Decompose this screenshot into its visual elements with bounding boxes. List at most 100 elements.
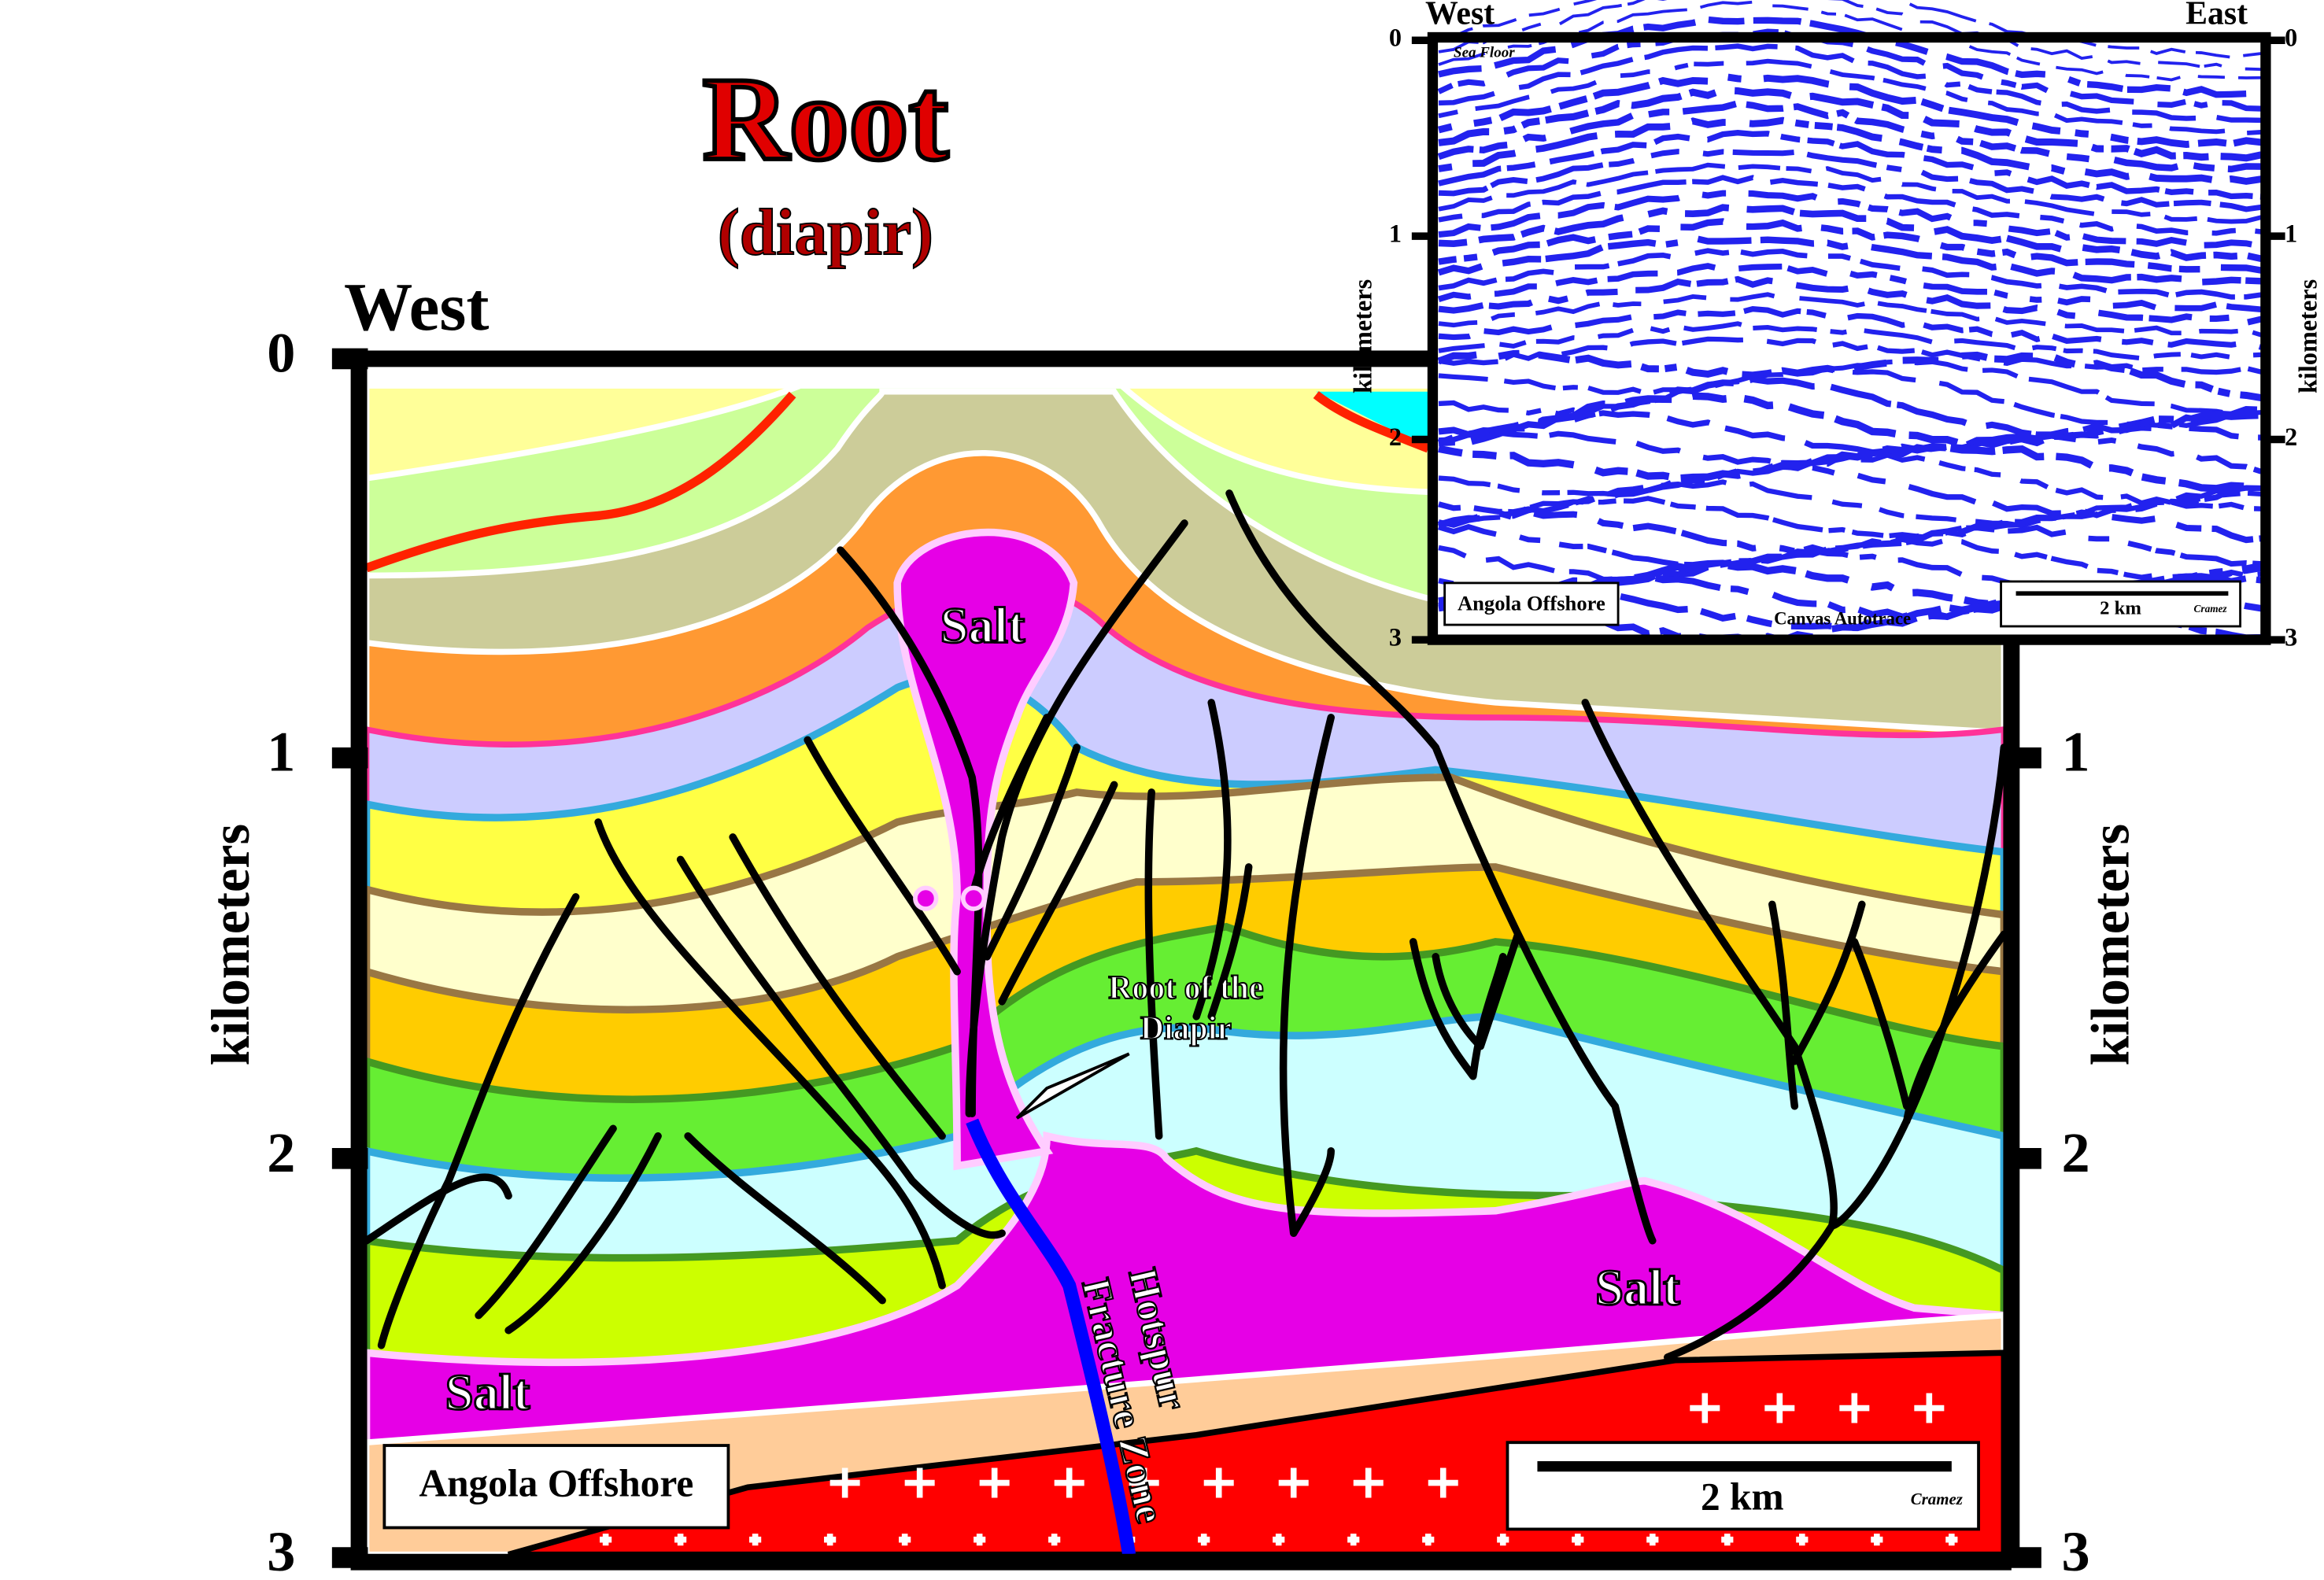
fault xyxy=(1903,930,2008,1125)
fault xyxy=(729,833,946,1140)
trace xyxy=(1438,392,2262,449)
trace xyxy=(1438,16,2262,98)
trace xyxy=(1437,349,2262,401)
axis-label: kilometers xyxy=(2081,824,2141,1066)
inset-credit: Cramez xyxy=(2194,603,2228,615)
plus xyxy=(600,1534,612,1546)
trace xyxy=(1438,116,2262,185)
plus xyxy=(1048,1534,1061,1546)
trace xyxy=(1438,292,2263,338)
arrow xyxy=(1015,1052,1130,1120)
west-label: West xyxy=(344,268,489,345)
trace xyxy=(1438,443,2262,493)
fault xyxy=(377,893,580,1349)
tick-label: 3 xyxy=(267,1520,295,1580)
plus xyxy=(974,1534,986,1546)
trace xyxy=(1438,0,2262,82)
trace xyxy=(1438,86,2263,162)
plus xyxy=(904,1467,935,1498)
seismic-inset: West East Sea Floor Angola Offshore Canv… xyxy=(1348,0,2322,645)
plus xyxy=(1945,1534,1958,1546)
trace xyxy=(1438,204,2263,263)
plus xyxy=(824,1534,837,1546)
fault xyxy=(475,1124,617,1320)
trace xyxy=(1438,452,2262,506)
trace xyxy=(1438,149,2262,212)
inset-tick-label: 2 xyxy=(2285,423,2297,451)
fault xyxy=(684,1132,886,1305)
plus xyxy=(1839,1393,1870,1423)
trace xyxy=(1438,175,2262,236)
trace xyxy=(1438,43,2262,124)
plus xyxy=(1278,1467,1309,1498)
tick-label: 0 xyxy=(267,322,295,385)
inset-tick-label: 0 xyxy=(1389,24,1402,52)
inset-tick-label: 1 xyxy=(2285,220,2297,248)
plus xyxy=(829,1467,860,1498)
location-box xyxy=(382,1444,730,1530)
fault xyxy=(1225,489,1657,1245)
plus xyxy=(1871,1534,1883,1546)
trace xyxy=(1438,58,2262,135)
fault xyxy=(965,519,1188,1118)
root-label: Diapir xyxy=(1140,1010,1232,1047)
inset-axis-label: kilometers xyxy=(2293,279,2322,393)
plus xyxy=(1203,1467,1234,1498)
plus xyxy=(1353,1467,1384,1498)
fault xyxy=(1144,788,1163,1140)
plus xyxy=(1054,1467,1084,1498)
fault xyxy=(983,744,1081,961)
fault xyxy=(1207,863,1253,1021)
subtitle: (diapir) xyxy=(718,197,933,269)
trace xyxy=(1437,100,2262,173)
fault xyxy=(1828,744,2008,1230)
plus xyxy=(1796,1534,1809,1546)
scale-box xyxy=(1506,1441,1980,1531)
trace xyxy=(1438,359,2262,417)
salt-label: Salt xyxy=(940,597,1025,654)
inset-west: West xyxy=(1425,0,1495,31)
inset-axis-label: kilometers xyxy=(1348,279,1376,393)
plus xyxy=(1721,1534,1734,1546)
fault xyxy=(1768,900,1799,1110)
horizon xyxy=(1313,391,1430,453)
salt-label: Salt xyxy=(1595,1259,1680,1316)
trace xyxy=(1437,410,2262,456)
trace xyxy=(1438,306,2263,350)
inset-tick-label: 3 xyxy=(2285,622,2297,651)
trace xyxy=(1438,248,2262,300)
plus xyxy=(899,1534,911,1546)
inset-method: Canvas Autotrace xyxy=(1774,609,1911,629)
trace xyxy=(1438,275,2263,327)
inset-tick-label: 0 xyxy=(2285,24,2297,52)
trace xyxy=(1438,537,2262,583)
fault xyxy=(1409,938,1507,1080)
trace xyxy=(1438,496,2262,541)
trace xyxy=(1437,28,2262,112)
plus xyxy=(749,1534,762,1546)
plus xyxy=(674,1534,687,1546)
plus xyxy=(1428,1467,1458,1498)
marker xyxy=(960,885,987,911)
fault xyxy=(594,818,946,1290)
plus xyxy=(1422,1534,1435,1546)
fault xyxy=(1192,699,1232,1021)
inset-tick-label: 2 xyxy=(1389,423,1402,451)
trace xyxy=(1437,234,2262,286)
root-label: Root of the xyxy=(1108,970,1263,1006)
inset-location-box xyxy=(1443,581,1620,626)
tick-label: 2 xyxy=(267,1121,295,1184)
trace xyxy=(1438,218,2262,274)
inset-east: East xyxy=(2185,0,2248,31)
fault xyxy=(1581,699,1838,1361)
plus xyxy=(1129,1467,1159,1498)
plus xyxy=(1690,1393,1720,1423)
cross-section: Salt Salt Salt Root of the Diapir Hotspu… xyxy=(362,366,2008,1559)
credit: Cramez xyxy=(1911,1490,1964,1508)
axis-label: kilometers xyxy=(201,824,260,1066)
hotspur-fault xyxy=(966,1118,1136,1556)
tick-label: 2 xyxy=(2062,1121,2090,1184)
sea-floor: Sea Floor xyxy=(1454,45,1515,61)
